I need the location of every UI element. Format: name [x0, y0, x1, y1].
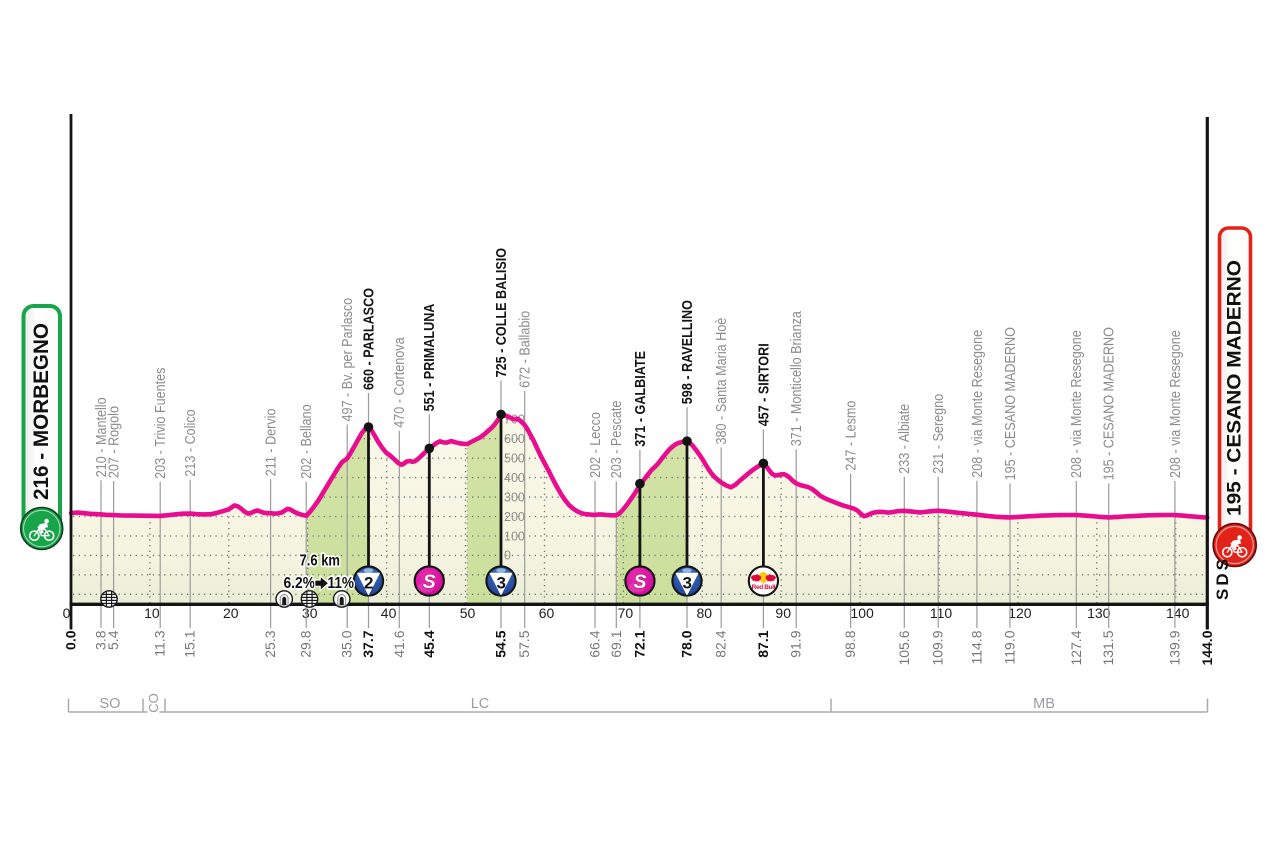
svg-text:371 - GALBIATE: 371 - GALBIATE — [632, 351, 649, 447]
svg-text:CO: CO — [146, 693, 161, 713]
svg-text:120: 120 — [1008, 605, 1032, 621]
svg-text:90: 90 — [775, 605, 791, 621]
svg-text:0.0: 0.0 — [63, 630, 79, 650]
svg-text:87.1: 87.1 — [755, 630, 771, 657]
svg-text:78.0: 78.0 — [679, 630, 695, 657]
svg-text:195 - CESANO MADERNO: 195 - CESANO MADERNO — [1101, 327, 1118, 480]
svg-text:203 - Trivio Fuentes: 203 - Trivio Fuentes — [152, 368, 169, 479]
svg-text:127.4: 127.4 — [1068, 630, 1084, 665]
svg-text:119.0: 119.0 — [1002, 630, 1018, 664]
svg-text:200: 200 — [504, 510, 525, 524]
svg-text:114.8: 114.8 — [968, 630, 984, 664]
svg-text:207 - Rogolo: 207 - Rogolo — [105, 406, 122, 478]
svg-text:233 - Albiate: 233 - Albiate — [896, 404, 913, 474]
svg-text:20: 20 — [223, 605, 239, 621]
svg-text:0: 0 — [63, 605, 71, 621]
svg-text:497 - Bv. per Parlasco: 497 - Bv. per Parlasco — [339, 298, 356, 422]
svg-text:470 - Cortenova: 470 - Cortenova — [391, 337, 408, 428]
svg-text:500: 500 — [504, 452, 525, 466]
svg-text:Red Bull: Red Bull — [752, 584, 776, 591]
svg-text:50: 50 — [460, 605, 476, 621]
svg-text:10: 10 — [144, 605, 160, 621]
svg-text:231 - Seregno: 231 - Seregno — [930, 394, 947, 474]
svg-text:110: 110 — [930, 605, 953, 621]
svg-text:S: S — [423, 571, 436, 593]
svg-text:100: 100 — [850, 605, 874, 621]
svg-text:400: 400 — [504, 471, 525, 485]
svg-text:SO: SO — [100, 696, 121, 712]
svg-text:600: 600 — [504, 432, 525, 446]
svg-text:3: 3 — [496, 573, 505, 592]
svg-text:195 - CESANO MADERNO: 195 - CESANO MADERNO — [1002, 327, 1019, 480]
svg-text:140: 140 — [1166, 605, 1190, 621]
svg-text:69.1: 69.1 — [608, 630, 624, 657]
svg-text:S: S — [633, 571, 646, 593]
svg-text:457 - SIRTORI: 457 - SIRTORI — [755, 343, 772, 426]
svg-text:6.2%: 6.2% — [284, 575, 316, 592]
svg-text:210 - Mantello: 210 - Mantello — [93, 397, 110, 477]
svg-text:380 - Santa Maria Hoè: 380 - Santa Maria Hoè — [713, 318, 730, 445]
svg-text:213 - Colico: 213 - Colico — [182, 409, 199, 476]
svg-text:60: 60 — [539, 605, 555, 621]
svg-text:660 - PARLASCO: 660 - PARLASCO — [360, 288, 377, 390]
svg-text:202 - Bellano: 202 - Bellano — [298, 404, 315, 478]
svg-text:2: 2 — [364, 573, 373, 592]
svg-text:100: 100 — [504, 529, 525, 543]
svg-text:3: 3 — [682, 573, 691, 592]
svg-text:98.8: 98.8 — [842, 630, 858, 657]
svg-text:5.4: 5.4 — [105, 630, 121, 650]
svg-text:672 - Ballabio: 672 - Ballabio — [517, 311, 534, 388]
svg-text:LC: LC — [471, 696, 490, 712]
svg-text:80: 80 — [697, 605, 713, 621]
svg-text:25.3: 25.3 — [262, 630, 278, 657]
svg-text:41.6: 41.6 — [391, 630, 407, 657]
svg-text:7.6 km: 7.6 km — [300, 553, 341, 570]
svg-text:82.4: 82.4 — [713, 630, 729, 657]
svg-text:70: 70 — [618, 605, 634, 621]
svg-text:208 - via Monte Resegone: 208 - via Monte Resegone — [1167, 330, 1184, 478]
svg-text:725 - COLLE BALISIO: 725 - COLLE BALISIO — [493, 248, 510, 378]
svg-text:0: 0 — [504, 549, 511, 563]
svg-text:SDS: SDS — [1213, 559, 1232, 600]
svg-text:72.1: 72.1 — [631, 630, 647, 657]
svg-text:208 - via Monte Resegone: 208 - via Monte Resegone — [969, 330, 986, 478]
svg-text:203 - Pescate: 203 - Pescate — [608, 401, 625, 479]
svg-text:130: 130 — [1087, 605, 1111, 621]
svg-text:15.1: 15.1 — [182, 630, 198, 657]
svg-text:11.3: 11.3 — [152, 630, 168, 656]
svg-text:66.4: 66.4 — [587, 630, 603, 657]
svg-text:45.4: 45.4 — [421, 630, 437, 657]
svg-text:109.9: 109.9 — [930, 630, 946, 665]
svg-text:211 - Dervio: 211 - Dervio — [263, 409, 280, 477]
svg-text:MB: MB — [1033, 696, 1055, 712]
svg-text:11%: 11% — [328, 575, 355, 592]
svg-text:40: 40 — [381, 605, 397, 621]
svg-text:91.9: 91.9 — [788, 630, 804, 657]
svg-text:3.8: 3.8 — [93, 630, 109, 650]
svg-text:57.5: 57.5 — [516, 630, 532, 657]
svg-text:144.0: 144.0 — [1199, 630, 1215, 665]
svg-text:37.7: 37.7 — [360, 630, 376, 657]
svg-text:371 - Monticello Brianza: 371 - Monticello Brianza — [788, 311, 805, 447]
svg-text:208 - via Monte Resegone: 208 - via Monte Resegone — [1068, 330, 1085, 478]
svg-text:29.8: 29.8 — [298, 630, 314, 657]
svg-text:247 - Lesmo: 247 - Lesmo — [843, 401, 860, 471]
svg-text:105.6: 105.6 — [896, 630, 912, 665]
svg-text:139.9: 139.9 — [1166, 630, 1182, 665]
svg-text:195 - CESANO MADERNO: 195 - CESANO MADERNO — [1224, 260, 1246, 516]
svg-text:131.5: 131.5 — [1100, 630, 1116, 665]
svg-text:598 - RAVELLINO: 598 - RAVELLINO — [679, 300, 696, 404]
svg-text:202 - Lecco: 202 - Lecco — [587, 412, 604, 478]
svg-text:54.5: 54.5 — [493, 630, 509, 657]
svg-text:216 - MORBEGNO: 216 - MORBEGNO — [30, 323, 53, 500]
svg-text:300: 300 — [504, 490, 525, 504]
svg-text:551 - PRIMALUNA: 551 - PRIMALUNA — [421, 303, 438, 411]
svg-text:35.0: 35.0 — [339, 630, 355, 657]
